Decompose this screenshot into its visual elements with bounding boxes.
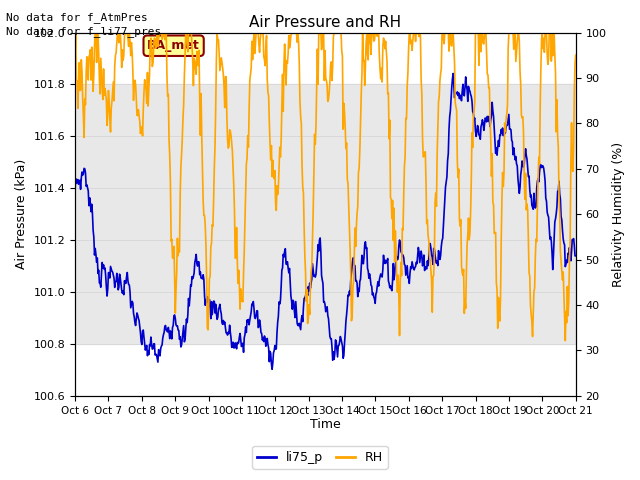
Legend: li75_p, RH: li75_p, RH [252, 446, 388, 469]
Y-axis label: Relativity Humidity (%): Relativity Humidity (%) [612, 142, 625, 287]
Y-axis label: Air Pressure (kPa): Air Pressure (kPa) [15, 159, 28, 269]
Text: No data for f_AtmPres: No data for f_AtmPres [6, 12, 148, 23]
X-axis label: Time: Time [310, 419, 340, 432]
Bar [75, 84, 576, 188]
Text: No data for f_li77_pres: No data for f_li77_pres [6, 26, 162, 37]
Bar [75, 188, 576, 344]
Title: Air Pressure and RH: Air Pressure and RH [250, 15, 401, 30]
Text: BA_met: BA_met [147, 39, 200, 52]
